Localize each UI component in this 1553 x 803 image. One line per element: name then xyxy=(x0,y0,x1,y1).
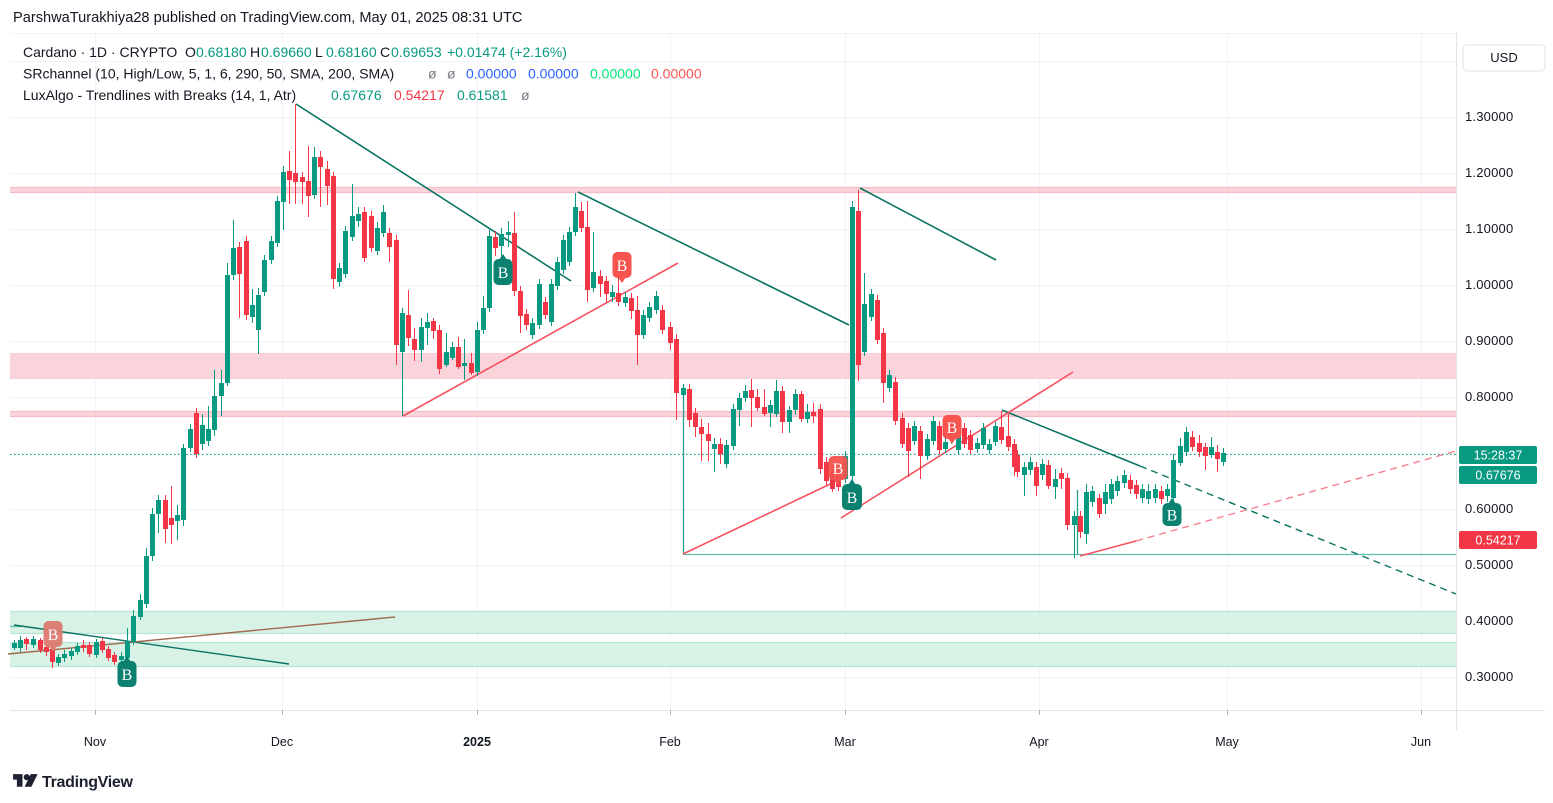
svg-text:0.69660: 0.69660 xyxy=(261,44,312,60)
svg-text:B: B xyxy=(617,258,628,275)
svg-text:0.54217: 0.54217 xyxy=(394,87,445,103)
svg-text:Dec: Dec xyxy=(271,735,293,749)
svg-text:LuxAlgo - Trendlines with Brea: LuxAlgo - Trendlines with Breaks (14, 1,… xyxy=(23,87,296,103)
svg-text:TradingView: TradingView xyxy=(42,774,134,791)
svg-text:0.80000: 0.80000 xyxy=(1465,389,1513,404)
svg-text:0.61581: 0.61581 xyxy=(457,87,508,103)
svg-text:ø: ø xyxy=(428,66,437,82)
svg-text:H: H xyxy=(250,44,260,60)
svg-text:Jun: Jun xyxy=(1411,735,1431,749)
svg-text:ø: ø xyxy=(447,66,456,82)
svg-text:1.10000: 1.10000 xyxy=(1465,221,1513,236)
svg-text:+0.01474 (+2.16%): +0.01474 (+2.16%) xyxy=(447,44,567,60)
svg-text:0.69653: 0.69653 xyxy=(391,44,442,60)
svg-text:B: B xyxy=(847,490,858,507)
svg-text:C: C xyxy=(380,44,390,60)
svg-text:1.20000: 1.20000 xyxy=(1465,165,1513,180)
svg-text:Cardano · 1D · CRYPTO: Cardano · 1D · CRYPTO xyxy=(23,44,177,60)
svg-text:15:28:37: 15:28:37 xyxy=(1474,449,1523,463)
svg-text:Feb: Feb xyxy=(659,735,681,749)
svg-text:0.67676: 0.67676 xyxy=(331,87,382,103)
svg-text:0.68160: 0.68160 xyxy=(326,44,377,60)
svg-text:0.50000: 0.50000 xyxy=(1465,557,1513,572)
svg-text:Nov: Nov xyxy=(84,735,107,749)
svg-text:ø: ø xyxy=(521,87,530,103)
svg-text:ParshwaTurakhiya28 published o: ParshwaTurakhiya28 published on TradingV… xyxy=(13,10,522,26)
svg-text:USD: USD xyxy=(1490,50,1517,65)
svg-text:0.68180: 0.68180 xyxy=(196,44,247,60)
svg-text:B: B xyxy=(833,461,844,478)
svg-text:B: B xyxy=(498,265,509,282)
svg-text:0.30000: 0.30000 xyxy=(1465,669,1513,684)
svg-text:0.90000: 0.90000 xyxy=(1465,333,1513,348)
svg-text:B: B xyxy=(1167,508,1178,525)
svg-text:0.60000: 0.60000 xyxy=(1465,501,1513,516)
svg-text:SRchannel (10, High/Low, 5, 1,: SRchannel (10, High/Low, 5, 1, 6, 290, 5… xyxy=(23,66,394,82)
svg-text:B: B xyxy=(48,627,59,644)
svg-text:1.30000: 1.30000 xyxy=(1465,109,1513,124)
svg-text:May: May xyxy=(1215,735,1239,749)
svg-text:0.00000: 0.00000 xyxy=(466,66,517,82)
svg-text:0.54217: 0.54217 xyxy=(1475,534,1520,548)
svg-text:0.00000: 0.00000 xyxy=(590,66,641,82)
svg-text:Mar: Mar xyxy=(834,735,856,749)
svg-text:Apr: Apr xyxy=(1029,735,1048,749)
svg-text:0.00000: 0.00000 xyxy=(651,66,702,82)
svg-text:B: B xyxy=(122,667,133,684)
svg-text:B: B xyxy=(947,420,958,437)
svg-text:0.00000: 0.00000 xyxy=(528,66,579,82)
svg-text:O: O xyxy=(185,44,196,60)
svg-text:0.67676: 0.67676 xyxy=(1475,469,1520,483)
svg-text:1.00000: 1.00000 xyxy=(1465,277,1513,292)
svg-text:L: L xyxy=(315,44,323,60)
svg-text:0.40000: 0.40000 xyxy=(1465,613,1513,628)
svg-text:2025: 2025 xyxy=(463,735,491,749)
